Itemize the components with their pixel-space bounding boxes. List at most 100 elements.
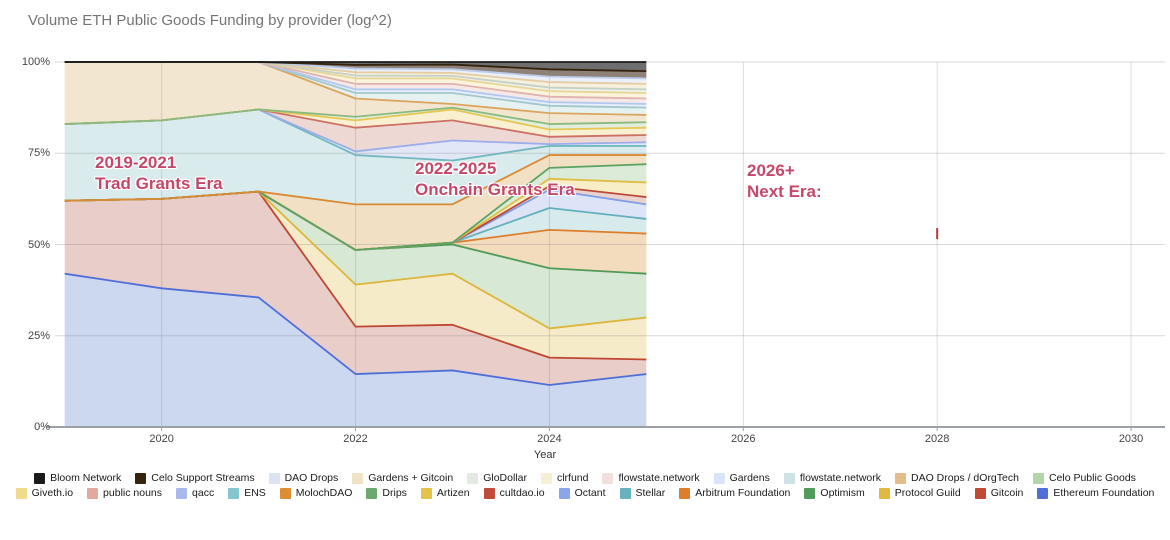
legend-label: Celo Public Goods (1048, 472, 1136, 484)
area-ethereum-foundation (64, 273, 647, 427)
legend-item-bloom-network[interactable]: Bloom Network (34, 472, 121, 484)
area-flowstate-network (64, 62, 647, 115)
legend-item-qacc[interactable]: qacc (176, 487, 214, 499)
x-tick-2022: 2022 (343, 433, 368, 445)
legend-swatch-icon (713, 472, 725, 484)
area-ens (64, 109, 647, 205)
legend-label: ENS (244, 487, 266, 499)
x-tick-2028: 2028 (924, 433, 950, 445)
legend-swatch-icon (420, 487, 432, 499)
legend-item-dao-drops-dorgtech[interactable]: DAO Drops / dOrgTech (895, 472, 1019, 484)
legend-swatch-icon (1037, 487, 1049, 499)
legend-swatch-icon (540, 472, 552, 484)
legend-label: flowstate.network (799, 472, 881, 484)
legend-label: qacc (192, 487, 215, 499)
legend-label: Arbitrum Foundation (695, 487, 791, 499)
legend-label: Giveth.io (31, 487, 74, 499)
legend-swatch-icon (176, 487, 188, 499)
legend-item-ens[interactable]: ENS (228, 487, 266, 499)
legend-label: cultdao.io (499, 487, 545, 499)
area-clrfund (64, 62, 647, 99)
legend-item-octant[interactable]: Octant (558, 487, 606, 499)
legend-item-public-nouns[interactable]: public nouns (87, 487, 162, 499)
legend-label: DAO Drops / dOrgTech (911, 472, 1019, 484)
legend-item-molochdao[interactable]: MolochDAO (279, 487, 353, 499)
legend-item-stellar[interactable]: Stellar (619, 487, 665, 499)
area-gitcoin (64, 191, 647, 386)
era-annotation-1: 2019-2021 Trad Grants Era (95, 153, 223, 193)
legend-swatch-icon (804, 487, 816, 499)
x-axis-title: Year (533, 449, 557, 461)
line-celo-public-goods (64, 106, 647, 125)
legend-item-flowstate-network[interactable]: flowstate.network (602, 472, 700, 484)
legend-swatch-icon (135, 472, 147, 484)
area-gardens-gitcoin (64, 62, 647, 90)
area-molochdao (64, 155, 647, 250)
y-tick-75: 75% (27, 147, 50, 160)
area-flowstate-network (64, 62, 647, 104)
legend-label: Gardens (729, 472, 770, 484)
legend-label: DAO Drops (284, 472, 339, 484)
legend-swatch-icon (679, 487, 691, 499)
legend-item-gardens[interactable]: Gardens (713, 472, 770, 484)
legend-item-arbitrum-foundation[interactable]: Arbitrum Foundation (679, 487, 790, 499)
legend-label: clrfund (556, 472, 589, 484)
legend-swatch-icon (558, 487, 570, 499)
legend-swatch-icon (1032, 472, 1044, 484)
y-tick-50: 50% (27, 238, 50, 251)
legend-item-artizen[interactable]: Artizen (420, 487, 470, 499)
area-arbitrum-foundation (64, 191, 647, 274)
legend-item-dao-drops[interactable]: DAO Drops (268, 472, 339, 484)
legend-item-clrfund[interactable]: clrfund (540, 472, 589, 484)
legend-label: Artizen (436, 487, 470, 499)
legend-item-gitcoin[interactable]: Gitcoin (974, 487, 1024, 499)
area-celo-public-goods (64, 107, 647, 130)
legend-swatch-icon (34, 472, 46, 484)
legend-label: public nouns (103, 487, 163, 499)
legend-label: Gitcoin (990, 487, 1024, 499)
area-qacc (64, 109, 647, 161)
legend-item-drips[interactable]: Drips (366, 487, 407, 499)
legend-item-glodollar[interactable]: GloDollar (467, 472, 527, 484)
area-public-nouns (64, 109, 647, 152)
legend-row-1: Bloom Network Celo Support Streams DAO Dro… (0, 472, 1170, 484)
area-stellar (64, 191, 647, 250)
legend-row-2: Giveth.io public nouns qacc ENS MolochDAO Dri… (0, 487, 1170, 499)
legend-item-cultdao-io[interactable]: cultdao.io (483, 487, 545, 499)
area-artizen (64, 178, 647, 250)
era-annotation-2: 2022-2025 Onchain Grants Era (415, 159, 575, 199)
line-ethereum-foundation (64, 272, 647, 386)
y-tick-0: 0% (34, 421, 50, 433)
legend-item-ethereum-foundation[interactable]: Ethereum Foundation (1037, 487, 1154, 499)
legend-item-gardens-gitcoin[interactable]: Gardens + Gitcoin (352, 472, 453, 484)
legend-swatch-icon (15, 487, 27, 499)
legend-swatch-icon (602, 472, 614, 484)
x-tick-2024: 2024 (537, 433, 562, 445)
legend-swatch-icon (619, 487, 631, 499)
legend-item-optimism[interactable]: Optimism (804, 487, 865, 499)
legend-item-celo-public-goods[interactable]: Celo Public Goods (1032, 472, 1136, 484)
legend-swatch-icon (87, 487, 99, 499)
legend-swatch-icon (483, 487, 495, 499)
legend-label: Drips (382, 487, 407, 499)
area-cultdao-io (64, 186, 647, 250)
legend-item-celo-support-streams[interactable]: Celo Support Streams (135, 472, 255, 484)
legend-item-flowstate-network[interactable]: flowstate.network (783, 472, 881, 484)
legend-label: MolochDAO (295, 487, 353, 499)
area-dao-drops (64, 62, 647, 84)
legend-item-giveth-io[interactable]: Giveth.io (15, 487, 74, 499)
legend-label: Octant (574, 487, 606, 499)
chart-title: Volume ETH Public Goods Funding by provi… (28, 12, 392, 29)
area-optimism (64, 191, 647, 329)
line-molochdao (64, 154, 647, 206)
legend-label: flowstate.network (618, 472, 700, 484)
legend-label: GloDollar (483, 472, 527, 484)
legend-item-protocol-guild[interactable]: Protocol Guild (878, 487, 961, 499)
legend-swatch-icon (467, 472, 479, 484)
legend-label: Gardens + Gitcoin (368, 472, 454, 484)
legend-swatch-icon (783, 472, 795, 484)
area-protocol-guild (64, 191, 647, 360)
legend-swatch-icon (268, 472, 280, 484)
